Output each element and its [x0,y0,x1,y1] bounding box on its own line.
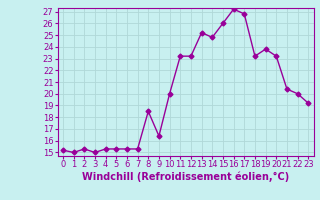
X-axis label: Windchill (Refroidissement éolien,°C): Windchill (Refroidissement éolien,°C) [82,172,289,182]
